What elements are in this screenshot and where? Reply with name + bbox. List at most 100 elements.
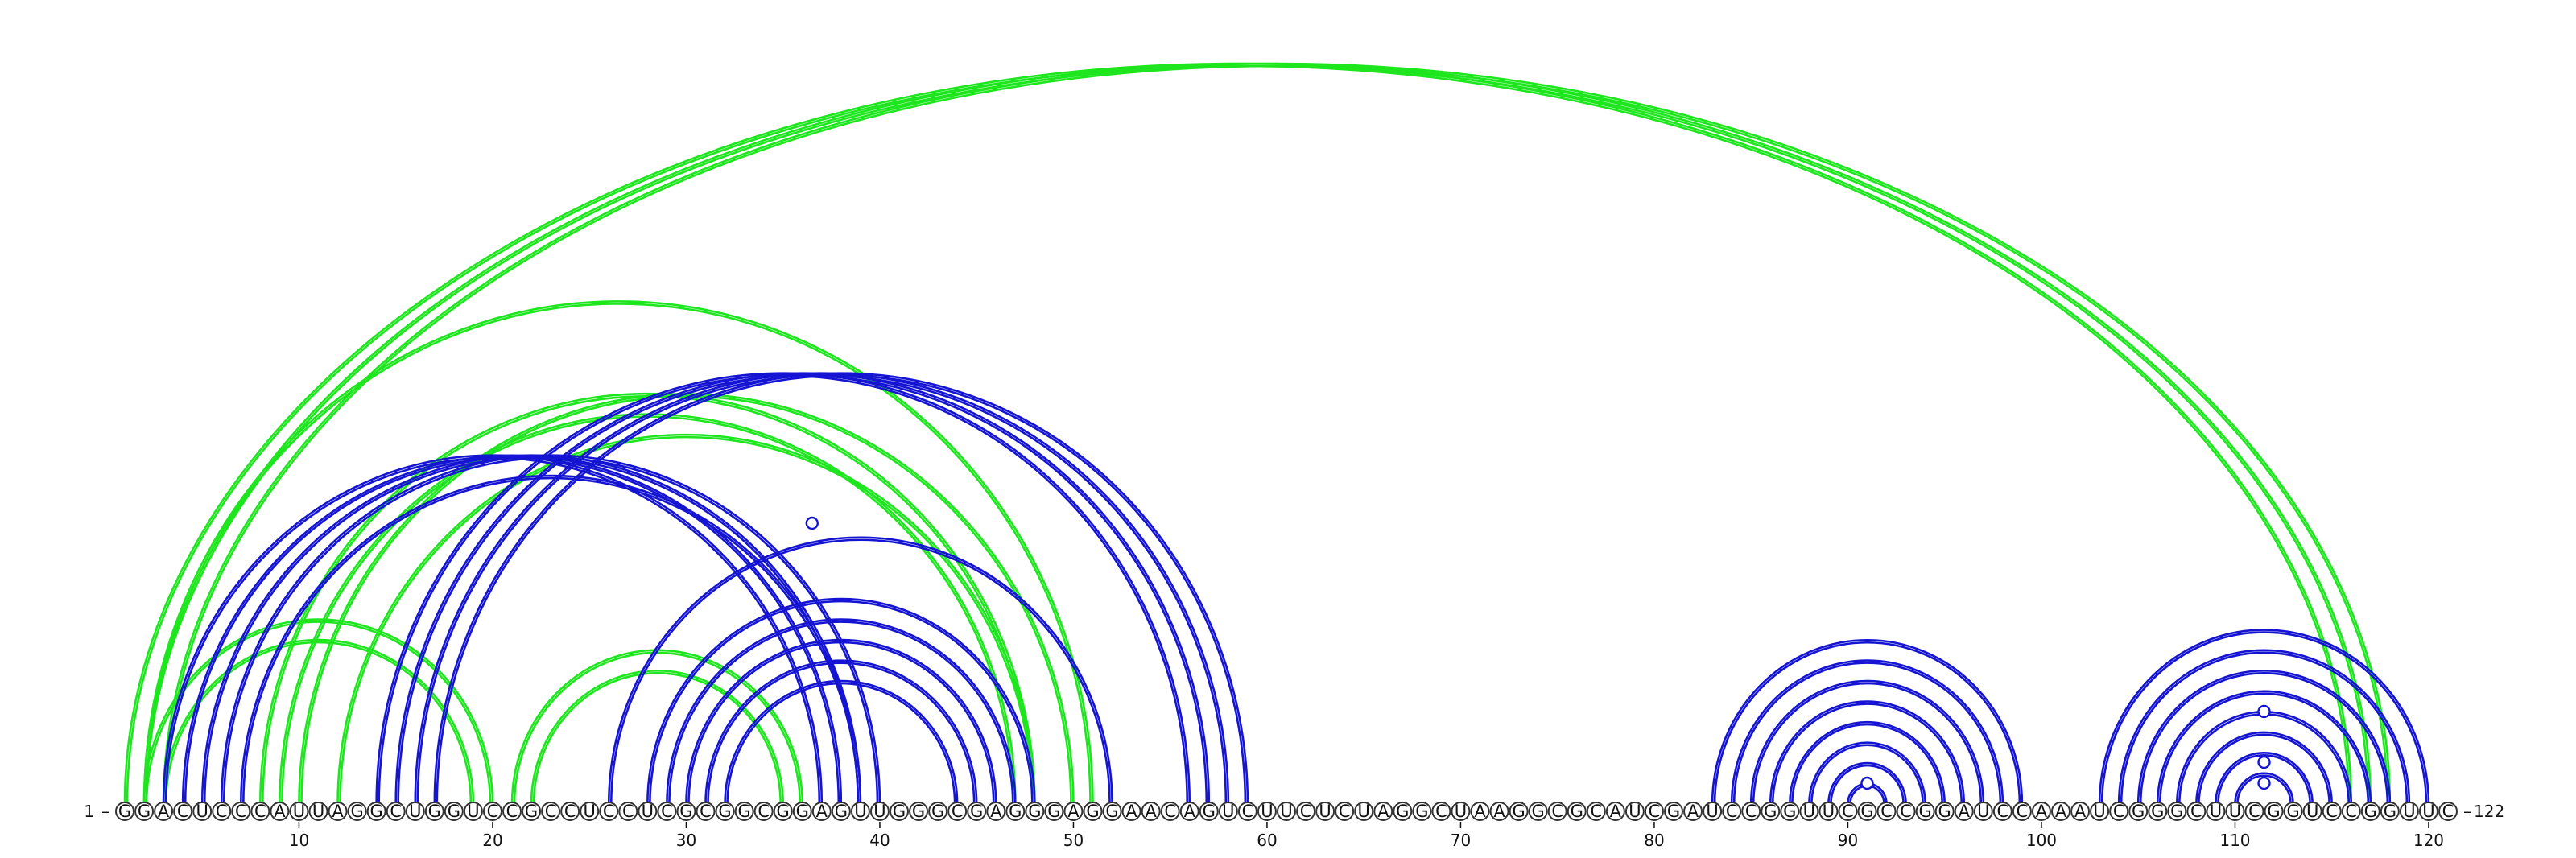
nucleotide-circle: [1063, 802, 1084, 821]
nucleotide-circle: [1199, 802, 1219, 821]
nucleotide-circle: [618, 802, 638, 821]
nucleotide: G: [115, 802, 134, 821]
nucleotide-circle: [2322, 802, 2342, 821]
nucleotide-letter: C: [390, 802, 402, 821]
base-pair-arcs: [125, 64, 2430, 805]
nucleotide-letter: G: [350, 802, 363, 821]
nucleotide: C: [2341, 802, 2361, 821]
nucleotide: A: [1179, 802, 1199, 821]
nucleotide: C: [1741, 802, 1761, 821]
nucleotide: G: [967, 802, 987, 821]
nucleotide-letter: U: [1455, 802, 1467, 821]
nucleotide-circle: [1644, 802, 1664, 821]
nucleotide: G: [928, 802, 948, 821]
nucleotide: A: [1063, 802, 1084, 821]
nucleotide-circle: [2244, 802, 2264, 821]
nucleotide-letter: G: [2364, 802, 2377, 821]
green-pair-arc-inner: [164, 641, 473, 805]
nucleotide-letter: C: [1551, 802, 1563, 821]
nucleotide-letter: U: [409, 802, 421, 821]
nucleotide: G: [1567, 802, 1587, 821]
nucleotide-letter: G: [1028, 802, 1041, 821]
blue-pair-arc: [1769, 700, 1966, 805]
nucleotide: G: [1025, 802, 1045, 821]
nucleotide: U: [405, 802, 425, 821]
nucleotide-circle: [1257, 802, 1277, 821]
nucleotide: G: [734, 802, 754, 821]
nucleotide-letter: G: [912, 802, 925, 821]
axis-tick-label: 50: [1063, 831, 1084, 850]
nucleotide-letter: U: [873, 802, 886, 821]
nucleotide-letter: C: [700, 802, 712, 821]
nucleotide-letter: C: [254, 802, 266, 821]
nucleotide: G: [347, 802, 367, 821]
nucleotide: G: [2360, 802, 2380, 821]
nucleotide-circle: [928, 802, 948, 821]
nucleotide-letter: G: [1009, 802, 1022, 821]
blue-pair-arc-inner: [2139, 672, 2389, 805]
green-pair-arc: [162, 638, 475, 805]
axis-tick-label: 100: [2026, 831, 2057, 850]
blue-pair-arc: [2156, 690, 2372, 805]
nucleotide-circle: [1179, 802, 1199, 821]
nucleotide-circle: [1683, 802, 1703, 821]
nucleotide-circle: [2264, 802, 2284, 821]
nucleotide: U: [1218, 802, 1238, 821]
nucleotide-letter: A: [1610, 802, 1622, 821]
blue-pair-arc: [1730, 659, 2004, 805]
nucleotide-circle: [869, 802, 890, 821]
nucleotide-letter: G: [737, 802, 750, 821]
nucleotide: C: [696, 802, 716, 821]
nucleotide: G: [831, 802, 851, 821]
nucleotide-circle: [1567, 802, 1587, 821]
nucleotide-circle: [2070, 802, 2091, 821]
nucleotide-letter: G: [1938, 802, 1951, 821]
nucleotide: U: [580, 802, 600, 821]
blue-pair-arc-inner: [1830, 764, 1905, 805]
nucleotide-circle: [1664, 802, 1683, 821]
nucleotide-circle: [1354, 802, 1374, 821]
nucleotide-letter: U: [1803, 802, 1815, 821]
blue-pair-arc-inner: [687, 641, 995, 805]
blue-pair-arc-inner: [649, 600, 1034, 805]
nucleotide-letter: G: [679, 802, 692, 821]
nucleotide-letter: C: [2345, 802, 2357, 821]
arc-marker: [2257, 704, 2271, 719]
nucleotide-circle: [541, 802, 561, 821]
blue-pair-arc: [1808, 741, 1926, 805]
nucleotide-letter: C: [2442, 802, 2454, 821]
nucleotide-letter: G: [138, 802, 151, 821]
nucleotide-letter: U: [312, 802, 324, 821]
nucleotide-letter: C: [235, 802, 247, 821]
nucleotide-circle: [2341, 802, 2361, 821]
nucleotide-letter: C: [1590, 802, 1602, 821]
nucleotide: A: [1489, 802, 1509, 821]
nucleotide-circle: [560, 802, 580, 821]
nucleotide: C: [1992, 802, 2013, 821]
nucleotide: C: [1335, 802, 1355, 821]
nucleotide: C: [1876, 802, 1897, 821]
nucleotide-circle: [1489, 802, 1509, 821]
nucleotide-circle: [753, 802, 774, 821]
nucleotide-circle: [1277, 802, 1296, 821]
nucleotide-letter: G: [931, 802, 944, 821]
green-pair-arc-inner: [145, 621, 492, 805]
nucleotide-circle: [986, 802, 1006, 821]
nucleotide-circle: [1838, 802, 1858, 821]
nucleotide-letter: C: [1300, 802, 1312, 821]
nucleotide: U: [1257, 802, 1277, 821]
nucleotide-letter: C: [216, 802, 228, 821]
nucleotide: U: [1818, 802, 1839, 821]
sequence-start-dash: –: [101, 802, 109, 821]
nucleotide-letter: G: [1512, 802, 1525, 821]
nucleotide: C: [657, 802, 677, 821]
nucleotide-circle: [2438, 802, 2458, 821]
nucleotide-letter: G: [1415, 802, 1428, 821]
nucleotide-circle: [1780, 802, 1800, 821]
axis-tick-label: 120: [2413, 831, 2444, 850]
nucleotide-circle: [1315, 802, 1335, 821]
nucleotide-letter: U: [1222, 802, 1234, 821]
nucleotide-letter: G: [1783, 802, 1796, 821]
nucleotide-circle: [2031, 802, 2051, 821]
blue-pair-arc: [2234, 772, 2294, 805]
